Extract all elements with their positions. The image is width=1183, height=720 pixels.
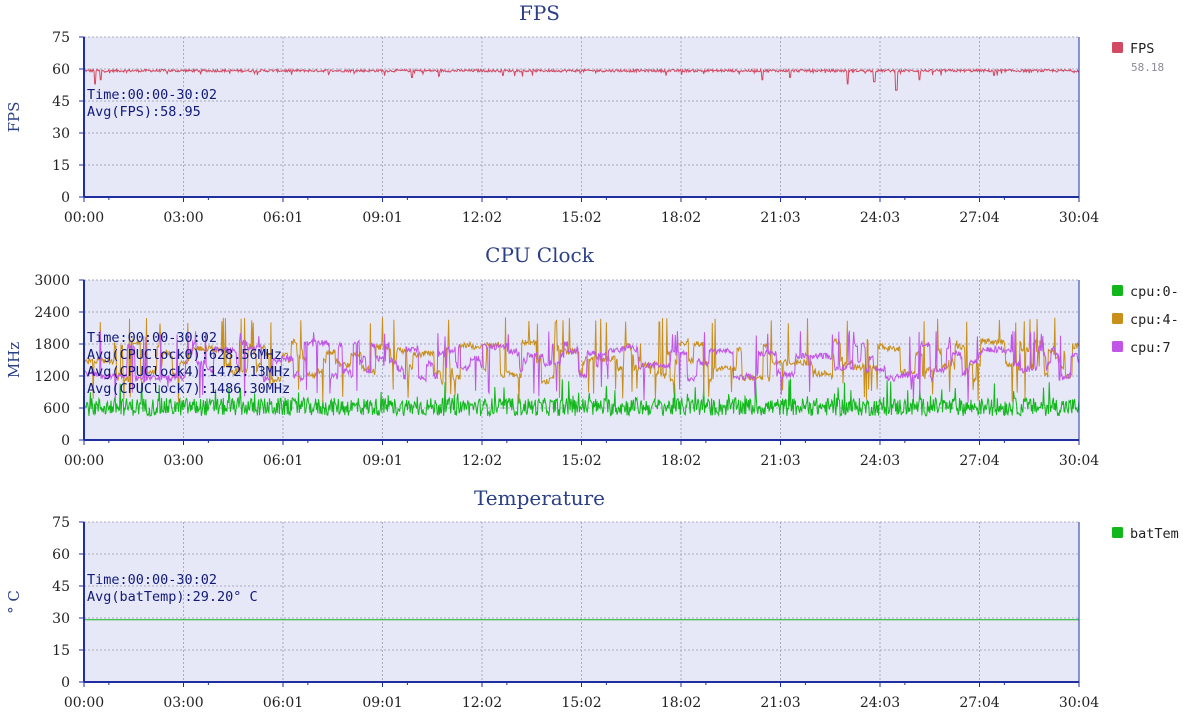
chart-fps: FPS FPS 0 15 30 45 60 75 00:00 03:00 06:01 09:01 12:… <box>5 1 1164 226</box>
y-tick-label: 15 <box>52 643 70 659</box>
x-tick-label: 00:00 <box>64 695 104 711</box>
x-tick-label: 03:00 <box>163 210 203 226</box>
y-tick-label: 3000 <box>34 273 70 289</box>
y-tick-label: 30 <box>52 126 70 142</box>
legend-swatch <box>1112 42 1123 53</box>
x-tick-label: 06:01 <box>263 453 303 469</box>
x-tick-label: 15:02 <box>561 210 601 226</box>
y-tick-label: 0 <box>61 190 70 206</box>
stats-annotation: Time:00:00-30:02 <box>87 572 217 588</box>
legend-label: batTem <box>1130 526 1179 542</box>
y-tick-label: 2400 <box>34 305 70 321</box>
y-tick-label: 600 <box>43 401 70 417</box>
x-tick-label: 30:04 <box>1059 210 1099 226</box>
legend-label: cpu:7 <box>1130 340 1171 356</box>
legend-label: cpu:4- <box>1130 312 1179 328</box>
x-tick-label: 27:04 <box>959 695 999 711</box>
series-line-fps-0 <box>84 67 1079 91</box>
legend-swatch <box>1112 313 1123 324</box>
x-tick-label: 00:00 <box>64 210 104 226</box>
y-tick-label: 0 <box>61 675 70 691</box>
x-tick-label: 30:04 <box>1059 453 1099 469</box>
y-tick-label: 1200 <box>34 369 70 385</box>
legend-swatch <box>1112 285 1123 296</box>
x-tick-label: 21:03 <box>760 210 800 226</box>
x-tick-label: 18:02 <box>661 453 701 469</box>
stats-annotation: Avg(batTemp):29.20° C <box>87 589 258 605</box>
legend-label: FPS <box>1130 41 1154 57</box>
stats-annotation: Time:00:00-30:02 <box>87 330 217 346</box>
y-axis-label: FPS <box>5 102 23 133</box>
chart-title: Temperature <box>474 486 605 510</box>
x-tick-label: 06:01 <box>263 695 303 711</box>
y-tick-label: 75 <box>52 30 70 46</box>
chart-title: FPS <box>519 1 560 25</box>
legend-value: 58.18 <box>1131 61 1164 74</box>
chart-temp: Temperature ° C 0 15 30 45 60 75 00:00 03:00 06:01… <box>5 486 1179 711</box>
x-tick-label: 27:04 <box>959 453 999 469</box>
x-tick-label: 06:01 <box>263 210 303 226</box>
x-tick-label: 21:03 <box>760 453 800 469</box>
x-tick-label: 12:02 <box>462 453 502 469</box>
legend-swatch <box>1112 341 1123 352</box>
y-tick-label: 30 <box>52 611 70 627</box>
legend-swatch <box>1112 527 1123 538</box>
x-tick-label: 15:02 <box>561 695 601 711</box>
stats-annotation: Avg(CPUClock4):1472.13MHz <box>87 364 290 380</box>
x-tick-label: 15:02 <box>561 453 601 469</box>
x-tick-label: 12:02 <box>462 695 502 711</box>
series-line-cpu-1 <box>84 317 1079 403</box>
chart-cpu: CPU Clock MHz 0 600 1200 1800 2400 3000 00:00 03:… <box>5 243 1179 469</box>
y-tick-label: 45 <box>52 579 70 595</box>
x-tick-label: 27:04 <box>959 210 999 226</box>
x-tick-label: 03:00 <box>163 695 203 711</box>
y-tick-label: 1800 <box>34 337 70 353</box>
x-tick-label: 24:03 <box>860 210 900 226</box>
stats-annotation: Avg(FPS):58.95 <box>87 104 201 120</box>
y-tick-label: 60 <box>52 62 70 78</box>
x-tick-label: 18:02 <box>661 695 701 711</box>
y-axis-label: ° C <box>5 590 23 614</box>
x-tick-label: 21:03 <box>760 695 800 711</box>
stats-annotation: Avg(CPUClock7):1486.30MHz <box>87 381 290 397</box>
x-tick-label: 24:03 <box>860 695 900 711</box>
y-tick-label: 75 <box>52 515 70 531</box>
stats-annotation: Time:00:00-30:02 <box>87 87 217 103</box>
x-tick-label: 00:00 <box>64 453 104 469</box>
series-line-cpu-2 <box>84 330 1079 403</box>
x-tick-label: 09:01 <box>362 210 402 226</box>
y-tick-label: 15 <box>52 158 70 174</box>
y-tick-label: 0 <box>61 433 70 449</box>
x-tick-label: 09:01 <box>362 695 402 711</box>
legend-label: cpu:0- <box>1130 284 1179 300</box>
x-tick-label: 03:00 <box>163 453 203 469</box>
x-tick-label: 24:03 <box>860 453 900 469</box>
x-tick-label: 12:02 <box>462 210 502 226</box>
stats-annotation: Avg(CPUClock0):628.56MHz <box>87 347 282 363</box>
x-tick-label: 30:04 <box>1059 695 1099 711</box>
y-axis-label: MHz <box>5 342 23 378</box>
x-tick-label: 09:01 <box>362 453 402 469</box>
chart-title: CPU Clock <box>485 243 595 267</box>
series-line-cpu-0 <box>84 378 1079 418</box>
x-tick-label: 18:02 <box>661 210 701 226</box>
y-tick-label: 60 <box>52 547 70 563</box>
y-tick-label: 45 <box>52 94 70 110</box>
